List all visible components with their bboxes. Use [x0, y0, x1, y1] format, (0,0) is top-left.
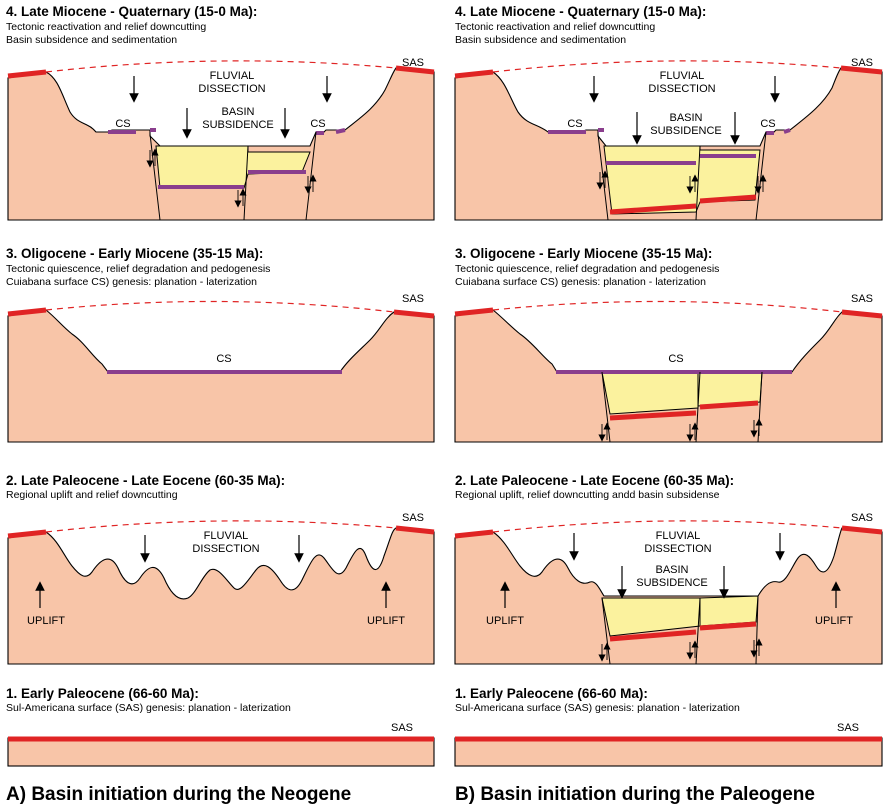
sas-label: SAS — [851, 512, 873, 524]
dissection-label: DISSECTION — [648, 83, 715, 95]
sas-laterite — [7, 65, 435, 79]
sas-label: SAS — [402, 293, 424, 305]
panel-b1: 1. Early Paleocene (66-60 Ma): Sul-Ameri… — [454, 686, 883, 767]
sas-laterite — [454, 525, 883, 539]
panel-a4-line1: Tectonic reactivation and relief downcut… — [6, 21, 206, 33]
basin-label: BASIN — [669, 112, 702, 124]
panel-b3: 3. Oligocene - Early Miocene (35-15 Ma):… — [454, 246, 883, 443]
bedrock-block — [7, 737, 435, 767]
panel-a2: 2. Late Paleocene - Late Eocene (60-35 M… — [6, 473, 435, 665]
cs-laterite — [548, 128, 791, 165]
uplift-label: UPLIFT — [815, 615, 853, 627]
panel-a1: 1. Early Paleocene (66-60 Ma): Sul-Ameri… — [6, 686, 435, 767]
cs-label: CS — [760, 118, 775, 130]
cs-laterite — [108, 128, 346, 189]
bedrock-profile — [7, 309, 435, 443]
sas-reconstruction — [492, 300, 843, 313]
panel-b1-line1: Sul-Americana surface (SAS) genesis: pla… — [455, 702, 740, 714]
sas-laterite — [454, 65, 883, 79]
sas-reconstruction — [45, 300, 395, 313]
panel-a3-title: 3. Oligocene - Early Miocene (35-15 Ma): — [6, 246, 263, 261]
sas-reconstruction — [45, 60, 397, 73]
fluvial-label: FLUVIAL — [210, 70, 255, 82]
sas-label: SAS — [402, 57, 424, 69]
sas-laterite — [454, 307, 883, 319]
panel-a3-line2: Cuiabana surface CS) genesis: planation … — [6, 276, 257, 288]
fluvial-label: FLUVIAL — [656, 530, 701, 542]
panel-b4-line1: Tectonic reactivation and relief downcut… — [455, 21, 655, 33]
caption-b: B) Basin initiation during the Paleogene — [455, 784, 815, 805]
sas-laterite-buried — [609, 621, 757, 642]
sas-label: SAS — [837, 722, 859, 734]
uplift-label: UPLIFT — [367, 615, 405, 627]
caption-a: A) Basin initiation during the Neogene — [6, 784, 351, 805]
fluvial-label: FLUVIAL — [204, 530, 249, 542]
sas-label: SAS — [402, 512, 424, 524]
panel-a4: 4. Late Miocene - Quaternary (15-0 Ma): … — [6, 4, 435, 221]
cs-label: CS — [668, 353, 683, 365]
panel-b1-title: 1. Early Paleocene (66-60 Ma): — [455, 686, 648, 701]
panel-b4-title: 4. Late Miocene - Quaternary (15-0 Ma): — [455, 4, 706, 19]
subsidence-label: SUBSIDENCE — [650, 125, 722, 137]
uplift-label: UPLIFT — [27, 615, 65, 627]
uplift-label: UPLIFT — [486, 615, 524, 627]
dissection-label: DISSECTION — [192, 543, 259, 555]
sas-reconstruction — [492, 520, 843, 533]
panel-b3-title: 3. Oligocene - Early Miocene (35-15 Ma): — [455, 246, 712, 261]
sas-laterite-buried — [609, 400, 759, 421]
fluvial-label: FLUVIAL — [660, 70, 705, 82]
panel-a3-line1: Tectonic quiescence, relief degradation … — [6, 263, 270, 275]
panel-b2-title: 2. Late Paleocene - Late Eocene (60-35 M… — [455, 473, 734, 488]
panel-a2-title: 2. Late Paleocene - Late Eocene (60-35 M… — [6, 473, 285, 488]
panel-a4-line2: Basin subsidence and sedimentation — [6, 34, 177, 46]
subsidence-label: SUBSIDENCE — [202, 119, 274, 131]
sas-laterite — [7, 525, 435, 539]
cs-label: CS — [567, 118, 582, 130]
panel-b3-line1: Tectonic quiescence, relief degradation … — [455, 263, 719, 275]
sas-label: SAS — [851, 57, 873, 69]
panel-a4-title: 4. Late Miocene - Quaternary (15-0 Ma): — [6, 4, 257, 19]
basin-label: BASIN — [655, 564, 688, 576]
basin-sediment — [601, 595, 759, 637]
panel-a2-line1: Regional uplift and relief downcutting — [6, 489, 178, 501]
bedrock-profile — [454, 527, 883, 665]
basin-label: BASIN — [221, 106, 254, 118]
panel-b3-line2: Cuiabana surface CS) genesis: planation … — [455, 276, 706, 288]
cs-label: CS — [115, 118, 130, 130]
sas-laterite-buried — [609, 194, 757, 215]
panel-b2-line1: Regional uplift, relief downcutting andd… — [455, 489, 720, 501]
sas-laterite — [7, 307, 435, 319]
panel-a1-line1: Sul-Americana surface (SAS) genesis: pla… — [6, 702, 291, 714]
dissection-label: DISSECTION — [198, 83, 265, 95]
sas-reconstruction — [492, 60, 842, 73]
sas-label: SAS — [851, 293, 873, 305]
fault-line — [597, 131, 767, 221]
bedrock-profile — [7, 527, 435, 665]
sas-reconstruction — [45, 520, 397, 533]
panel-b4-line2: Basin subsidence and sedimentation — [455, 34, 626, 46]
bedrock-block — [454, 737, 883, 767]
dissection-label: DISSECTION — [644, 543, 711, 555]
fault-line — [149, 131, 317, 221]
panel-b2: 2. Late Paleocene - Late Eocene (60-35 M… — [454, 473, 883, 665]
panel-a3: 3. Oligocene - Early Miocene (35-15 Ma):… — [6, 246, 435, 443]
cs-label: CS — [310, 118, 325, 130]
fault-line — [601, 595, 759, 665]
sas-label: SAS — [391, 722, 413, 734]
cs-label: CS — [216, 353, 231, 365]
panel-b4: 4. Late Miocene - Quaternary (15-0 Ma): … — [454, 4, 883, 221]
subsidence-label: SUBSIDENCE — [636, 577, 708, 589]
panel-a1-title: 1. Early Paleocene (66-60 Ma): — [6, 686, 199, 701]
